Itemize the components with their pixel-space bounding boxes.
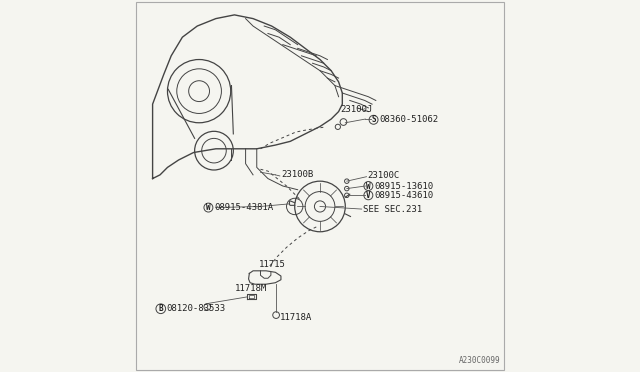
Text: 08915-4381A: 08915-4381A <box>214 203 273 212</box>
Text: 11718A: 11718A <box>280 313 312 322</box>
Text: 11715: 11715 <box>259 260 285 269</box>
Text: S: S <box>371 115 376 124</box>
Text: 08915-43610: 08915-43610 <box>374 191 433 200</box>
Text: 23100B: 23100B <box>281 170 313 179</box>
Text: 08360-51062: 08360-51062 <box>380 115 438 124</box>
Text: 08915-13610: 08915-13610 <box>374 182 433 190</box>
Text: 11718M: 11718M <box>234 284 267 293</box>
Text: B: B <box>159 304 163 313</box>
Text: SEE SEC.231: SEE SEC.231 <box>363 205 422 214</box>
Text: V: V <box>366 191 371 200</box>
Text: A230C0099: A230C0099 <box>459 356 500 365</box>
Text: 23100C: 23100C <box>367 171 400 180</box>
Text: 08120-83533: 08120-83533 <box>167 304 226 313</box>
Text: W: W <box>206 203 211 212</box>
Text: W: W <box>366 182 371 190</box>
Text: 23100J: 23100J <box>340 105 372 114</box>
